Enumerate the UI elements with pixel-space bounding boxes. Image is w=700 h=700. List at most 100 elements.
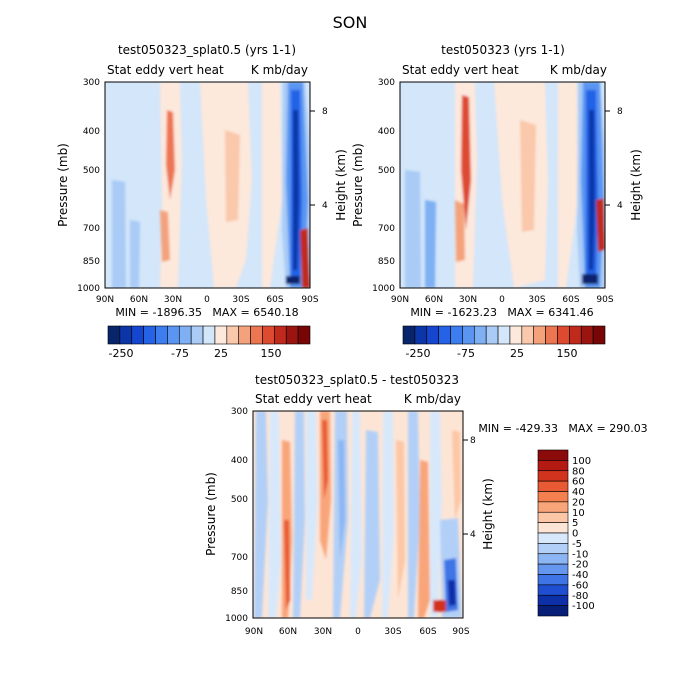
panel-1-y2-axis: 8 4 bbox=[310, 107, 328, 211]
colorbar-swatch bbox=[414, 325, 428, 345]
colorbar-swatch bbox=[297, 325, 311, 345]
panel-3-colorbar-label: -80 bbox=[572, 591, 588, 602]
panel-1-y-axis: 300 400 500 700 850 1000 bbox=[77, 78, 100, 294]
panel-3-colorbar-label: -10 bbox=[572, 549, 588, 560]
colorbar-swatch bbox=[226, 325, 240, 345]
panel-3-title: test050323_splat0.5 - test050323 bbox=[255, 373, 459, 387]
colorbar-swatch bbox=[537, 553, 569, 565]
panel-2-xtick: 60N bbox=[425, 295, 443, 305]
colorbar-swatch bbox=[557, 325, 570, 345]
panel-3-y2label: Height (km) bbox=[481, 478, 495, 549]
panel-1-xtick: 30S bbox=[232, 295, 249, 305]
colorbar-swatch bbox=[497, 325, 511, 345]
panel-2-xtick: 0 bbox=[499, 295, 505, 305]
colorbar-swatch bbox=[426, 325, 439, 345]
panel-2-y2tick: 4 bbox=[617, 201, 623, 211]
colorbar-swatch bbox=[238, 325, 251, 345]
panel-3-ylabel: Pressure (mb) bbox=[204, 472, 218, 556]
panel-1-xtick: 90S bbox=[301, 295, 318, 305]
panel-1-colorbar-labels: -250 -75 25 150 bbox=[109, 347, 282, 360]
panel-3-y2tick: 8 bbox=[470, 436, 476, 446]
panel-3-colorbar-label: -60 bbox=[572, 580, 588, 591]
panel-3-colorbar-label: -40 bbox=[572, 570, 588, 581]
page-title: SON bbox=[333, 13, 368, 32]
colorbar-swatch bbox=[537, 460, 569, 472]
colorbar-swatch bbox=[107, 325, 121, 345]
colorbar-swatch bbox=[537, 543, 569, 555]
colorbar-swatch bbox=[580, 325, 594, 345]
panel-3-xtick: 90S bbox=[452, 627, 469, 637]
colorbar-swatch bbox=[537, 470, 569, 482]
panel-3-xtick: 30N bbox=[314, 627, 332, 637]
panel-2-xtick: 90S bbox=[596, 295, 613, 305]
colorbar-swatch bbox=[537, 449, 569, 461]
colorbar-swatch bbox=[537, 532, 569, 544]
panel-2-y2tick: 8 bbox=[617, 107, 623, 117]
panel-3-ytick: 700 bbox=[231, 553, 248, 563]
colorbar-swatch bbox=[143, 325, 156, 345]
panel-3-subtitle-right: K mb/day bbox=[404, 392, 461, 406]
panel-3-y-axis: 300 400 500 700 850 1000 bbox=[225, 407, 248, 624]
colorbar-swatch bbox=[119, 325, 133, 345]
panel-2-ytick: 400 bbox=[378, 127, 395, 137]
panel-1-ytick: 500 bbox=[83, 166, 100, 176]
panel-2-x-axis: 90N 60N 30N 0 30S 60S 90S bbox=[391, 295, 614, 305]
panel-3-ytick: 500 bbox=[231, 495, 248, 505]
colorbar-swatch bbox=[131, 325, 144, 345]
panel-1-stats: MIN = -1896.35 MAX = 6540.18 bbox=[115, 306, 298, 319]
panel-1-y2label: Height (km) bbox=[334, 149, 348, 220]
panel-2-xtick: 30S bbox=[528, 295, 545, 305]
panel-3-colorbar-label: 0 bbox=[572, 529, 578, 540]
panel-1-ytick: 850 bbox=[83, 257, 100, 267]
panel-3-colorbar-label: -20 bbox=[572, 560, 588, 571]
panel-2-frame bbox=[399, 81, 606, 289]
colorbar-swatch bbox=[537, 563, 569, 575]
panel-1-y2tick: 8 bbox=[322, 107, 328, 117]
colorbar-swatch bbox=[485, 325, 499, 345]
panel-2-xtick: 90N bbox=[391, 295, 409, 305]
panel-3-colorbar-label: 80 bbox=[572, 466, 585, 477]
panel-3-field bbox=[253, 411, 463, 618]
panel-3-y2tick: 4 bbox=[470, 530, 476, 540]
panel-1-xtick: 90N bbox=[96, 295, 114, 305]
panel-2-ytick: 500 bbox=[378, 166, 395, 176]
panel-1-ylabel: Pressure (mb) bbox=[56, 143, 70, 227]
panel-3-colorbar-label: 60 bbox=[572, 477, 585, 488]
colorbar-swatch bbox=[214, 325, 228, 345]
panel-1-xtick: 30N bbox=[164, 295, 182, 305]
colorbar-swatch bbox=[155, 325, 168, 345]
colorbar-swatch bbox=[450, 325, 463, 345]
colorbar-swatch bbox=[537, 480, 569, 492]
panel-1-colorbar-label: 150 bbox=[261, 347, 282, 360]
panel-2-colorbar bbox=[402, 325, 606, 345]
colorbar-swatch bbox=[167, 325, 180, 345]
panel-2-ytick: 700 bbox=[378, 224, 395, 234]
colorbar-swatch bbox=[537, 491, 569, 503]
colorbar-swatch bbox=[533, 325, 546, 345]
panel-1-xtick: 60N bbox=[130, 295, 148, 305]
colorbar-swatch bbox=[274, 325, 287, 345]
panel-1-xtick: 60S bbox=[266, 295, 283, 305]
panel-1-subtitle-right: K mb/day bbox=[251, 63, 308, 77]
panel-3-stats: MIN = -429.33 MAX = 290.03 bbox=[478, 422, 647, 435]
panel-3-colorbar-label: 40 bbox=[572, 487, 585, 498]
panel-3-ytick: 300 bbox=[231, 407, 248, 417]
panel-2-subtitle-right: K mb/day bbox=[550, 63, 607, 77]
panel-1-colorbar-label: -250 bbox=[109, 347, 134, 360]
panel-2-ytick: 850 bbox=[378, 257, 395, 267]
colorbar-swatch bbox=[509, 325, 523, 345]
panel-2-colorbar-label: -75 bbox=[457, 347, 475, 360]
colorbar-swatch bbox=[462, 325, 475, 345]
panel-1-xtick: 0 bbox=[204, 295, 210, 305]
colorbar-swatch bbox=[537, 501, 569, 513]
panel-3-xtick: 60N bbox=[279, 627, 297, 637]
panel-2-ytick: 1000 bbox=[372, 284, 395, 294]
panel-2-colorbar-label: 25 bbox=[510, 347, 524, 360]
panel-2-subtitle-left: Stat eddy vert heat bbox=[402, 63, 519, 77]
colorbar-swatch bbox=[537, 511, 569, 523]
panel-1-x-axis: 90N 60N 30N 0 30S 60S 90S bbox=[96, 295, 319, 305]
panel-2-colorbar-labels: -250 -75 25 150 bbox=[406, 347, 578, 360]
panel-2-title: test050323 (yrs 1-1) bbox=[441, 43, 565, 57]
